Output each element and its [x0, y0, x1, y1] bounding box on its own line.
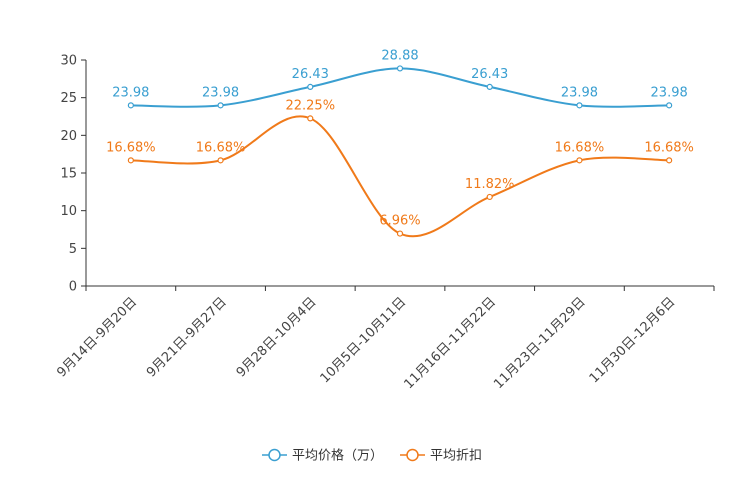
- data-label: 26.43: [292, 67, 329, 82]
- legend-marker-icon: [268, 448, 281, 462]
- legend-label: 平均折扣: [430, 449, 482, 464]
- y-tick-label: 15: [60, 167, 77, 182]
- legend-label: 平均价格（万）: [292, 448, 383, 464]
- y-tick-label: 20: [60, 129, 77, 144]
- x-tick-label: 11月23日-11月29日: [491, 295, 588, 392]
- y-tick-label: 0: [69, 280, 77, 295]
- legend-item-0[interactable]: 平均价格（万）: [262, 448, 383, 464]
- data-label: 26.43: [471, 67, 508, 82]
- x-tick-label: 11月16日-11月22日: [401, 295, 498, 392]
- x-tick-label: 11月30日-12月6日: [587, 295, 679, 387]
- x-tick-label: 10月5日-10月11日: [318, 295, 410, 387]
- x-tick-label: 9月28日-10月4日: [234, 295, 320, 381]
- y-tick-label: 10: [60, 204, 77, 219]
- series-0: 23.98 23.98 26.43 28.88 26.43 23.98 23.98: [112, 48, 688, 109]
- data-point: [127, 102, 134, 109]
- x-tick-label: 9月14日-9月20日: [54, 295, 140, 381]
- data-point: [576, 102, 583, 109]
- data-label: 23.98: [561, 85, 598, 100]
- data-label: 16.68%: [555, 140, 605, 155]
- x-tick-label: 9月21日-9月27日: [144, 295, 230, 381]
- data-point: [307, 83, 314, 90]
- data-label: 11.82%: [465, 177, 515, 192]
- data-point: [486, 83, 493, 90]
- data-label: 22.25%: [285, 98, 335, 113]
- legend[interactable]: 平均价格（万） 平均折扣: [262, 448, 482, 464]
- data-point: [396, 230, 404, 237]
- data-point: [396, 65, 404, 72]
- y-tick-label: 5: [69, 242, 77, 257]
- y-tick-label: 25: [60, 91, 77, 106]
- series-1: 16.68% 16.68% 22.25% 6.96% 11.82% 16.68% 16.68…: [106, 98, 694, 238]
- data-label: 28.88: [381, 48, 418, 63]
- data-point: [217, 102, 224, 109]
- y-tick-label: 30: [60, 54, 77, 69]
- data-point: [217, 157, 224, 164]
- data-label: 16.68%: [106, 140, 156, 155]
- data-label: 16.68%: [644, 140, 694, 155]
- data-label: 23.98: [202, 85, 239, 100]
- data-point: [666, 102, 673, 109]
- data-label: 6.96%: [379, 214, 420, 229]
- data-label: 16.68%: [196, 140, 246, 155]
- data-label: 23.98: [651, 85, 688, 100]
- legend-item-1[interactable]: 平均折扣: [400, 449, 482, 464]
- data-point: [486, 193, 493, 201]
- data-point: [307, 115, 314, 122]
- data-point: [127, 157, 134, 164]
- data-point: [666, 157, 673, 164]
- data-point: [576, 157, 583, 164]
- data-label: 23.98: [112, 85, 149, 100]
- legend-marker-icon: [406, 448, 419, 462]
